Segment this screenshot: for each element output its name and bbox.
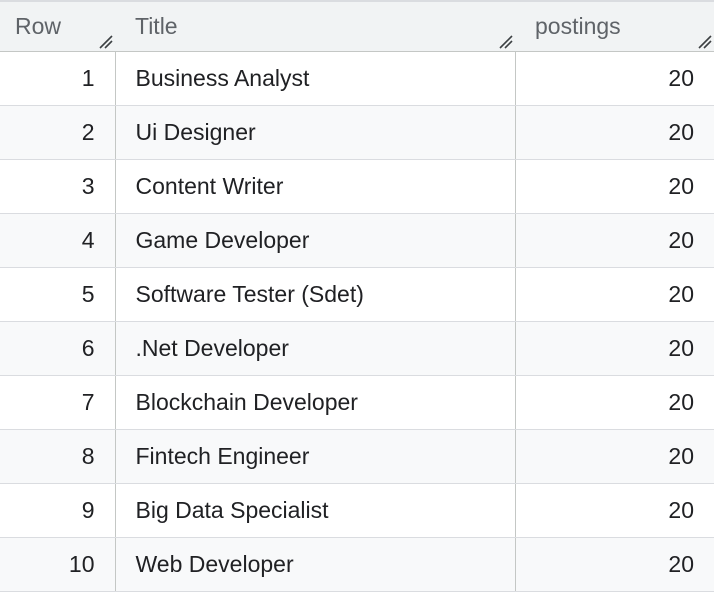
column-resize-icon[interactable]: [696, 33, 712, 49]
table-row[interactable]: 7 Blockchain Developer 20: [0, 375, 714, 430]
title-cell[interactable]: Game Developer: [115, 213, 516, 268]
row-number-cell: 8: [0, 429, 116, 484]
table-row[interactable]: 1 Business Analyst 20: [0, 51, 714, 106]
table-row[interactable]: 2 Ui Designer 20: [0, 105, 714, 160]
postings-cell[interactable]: 20: [515, 483, 714, 538]
title-cell[interactable]: Fintech Engineer: [115, 429, 516, 484]
table-row[interactable]: 4 Game Developer 20: [0, 213, 714, 268]
column-resize-icon[interactable]: [497, 33, 513, 49]
column-header-postings[interactable]: postings: [515, 0, 714, 52]
column-header-label: postings: [535, 12, 621, 39]
table-row[interactable]: 6 .Net Developer 20: [0, 321, 714, 376]
postings-cell[interactable]: 20: [515, 537, 714, 593]
postings-cell[interactable]: 20: [515, 159, 714, 214]
table-row[interactable]: 8 Fintech Engineer 20: [0, 429, 714, 484]
table-header: Row Title postings: [0, 0, 714, 52]
title-cell[interactable]: Ui Designer: [115, 105, 516, 160]
row-number-cell: 10: [0, 537, 116, 593]
row-number-cell: 7: [0, 375, 116, 430]
column-header-label: Title: [135, 12, 178, 39]
table-body: 1 Business Analyst 20 2 Ui Designer 20 3…: [0, 51, 714, 593]
table-row[interactable]: 3 Content Writer 20: [0, 159, 714, 214]
title-cell[interactable]: Content Writer: [115, 159, 516, 214]
row-number-cell: 3: [0, 159, 116, 214]
table-row[interactable]: 10 Web Developer 20: [0, 537, 714, 593]
header-row: Row Title postings: [0, 0, 714, 52]
postings-cell[interactable]: 20: [515, 213, 714, 268]
title-cell[interactable]: Business Analyst: [115, 51, 516, 106]
title-cell[interactable]: Software Tester (Sdet): [115, 267, 516, 322]
title-cell[interactable]: Web Developer: [115, 537, 516, 593]
row-number-cell: 4: [0, 213, 116, 268]
table-row[interactable]: 9 Big Data Specialist 20: [0, 483, 714, 538]
row-number-cell: 5: [0, 267, 116, 322]
column-header-label: Row: [15, 12, 62, 39]
row-number-cell: 6: [0, 321, 116, 376]
column-resize-icon[interactable]: [97, 33, 113, 49]
row-number-cell: 2: [0, 105, 116, 160]
table-row[interactable]: 5 Software Tester (Sdet) 20: [0, 267, 714, 322]
postings-cell[interactable]: 20: [515, 429, 714, 484]
title-cell[interactable]: .Net Developer: [115, 321, 516, 376]
column-header-row[interactable]: Row: [0, 0, 115, 52]
row-number-cell: 9: [0, 483, 116, 538]
title-cell[interactable]: Big Data Specialist: [115, 483, 516, 538]
title-cell[interactable]: Blockchain Developer: [115, 375, 516, 430]
postings-cell[interactable]: 20: [515, 375, 714, 430]
postings-cell[interactable]: 20: [515, 105, 714, 160]
postings-cell[interactable]: 20: [515, 321, 714, 376]
postings-cell[interactable]: 20: [515, 267, 714, 322]
row-number-cell: 1: [0, 51, 116, 106]
postings-cell[interactable]: 20: [515, 51, 714, 106]
column-header-title[interactable]: Title: [115, 0, 515, 52]
